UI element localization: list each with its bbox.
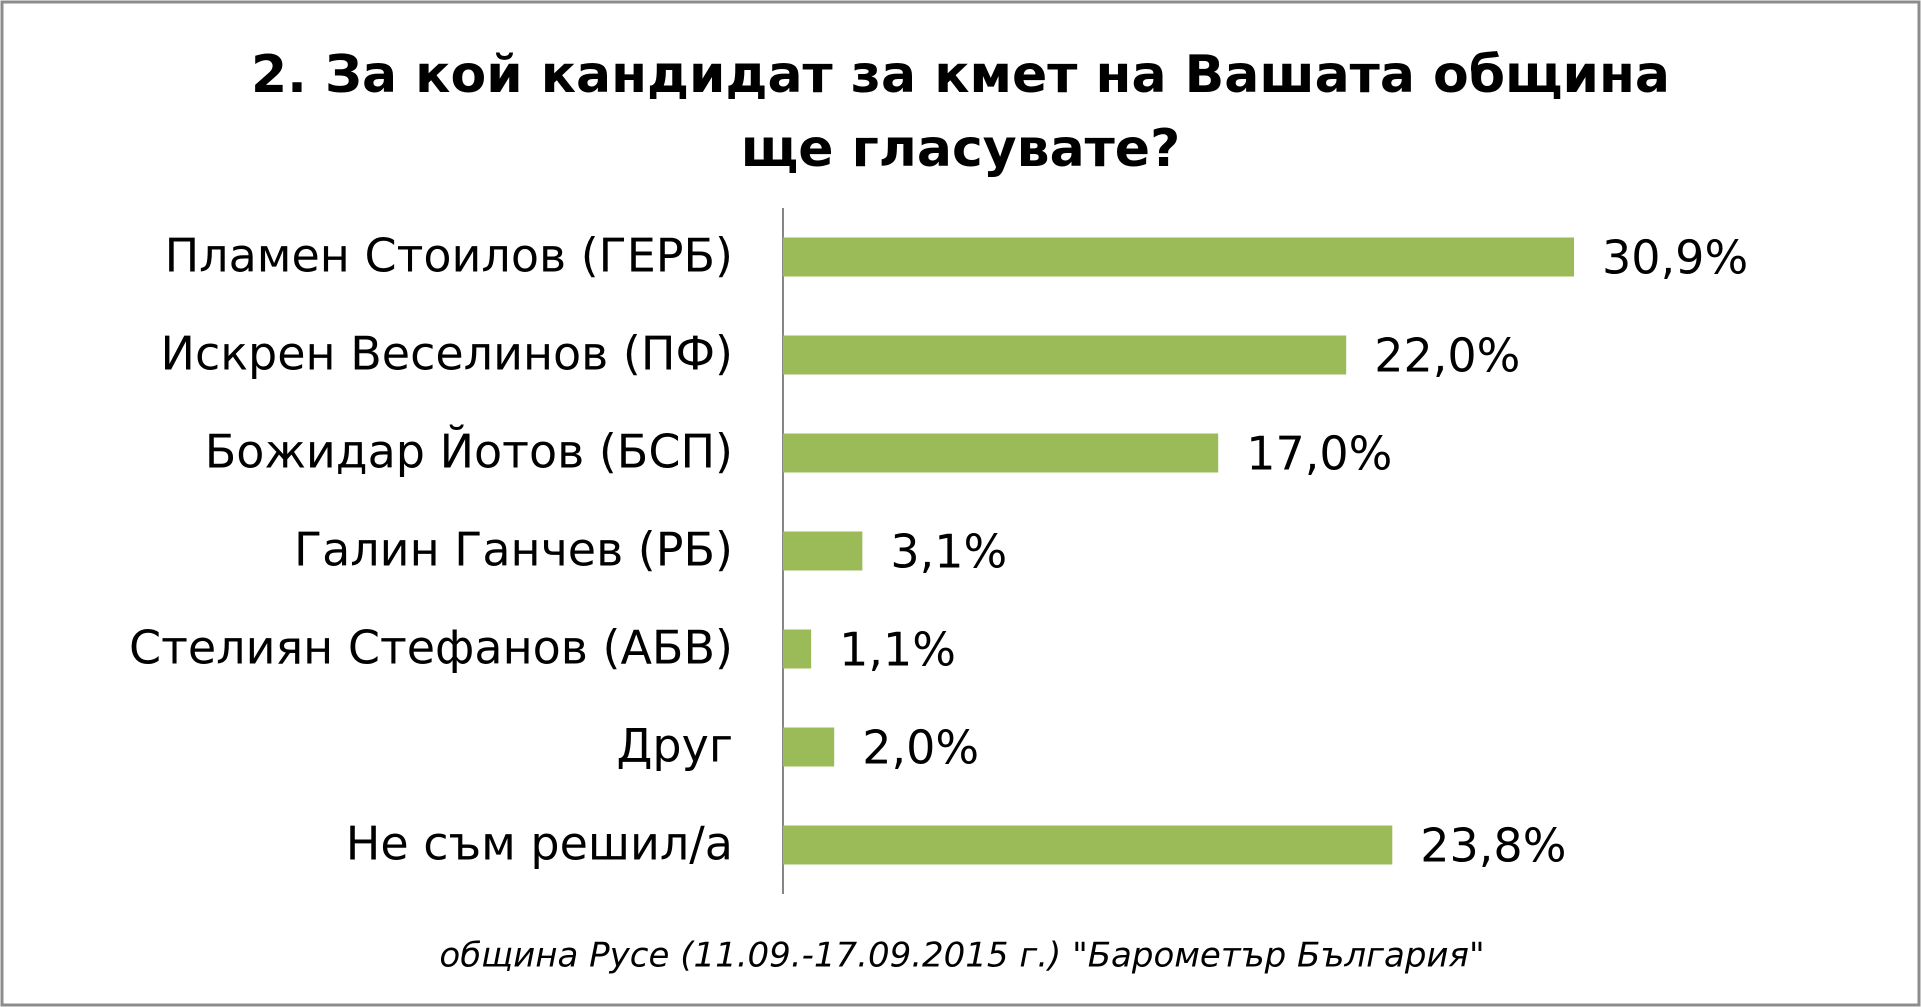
bar <box>783 237 1575 277</box>
bar <box>783 433 1219 473</box>
value-label: 3,1% <box>890 525 1007 579</box>
category-label: Божидар Йотов (БСП) <box>205 425 733 479</box>
value-label: 23,8% <box>1420 819 1566 873</box>
category-label: Стелиян Стефанов (АБВ) <box>129 621 733 675</box>
value-label: 17,0% <box>1246 427 1392 481</box>
value-label: 2,0% <box>862 721 979 775</box>
footnote: община Русе (11.09.-17.09.2015 г.) "Баро… <box>439 936 1484 976</box>
bar <box>783 629 812 669</box>
value-label: 22,0% <box>1374 329 1520 383</box>
category-label: Друг <box>616 719 733 773</box>
value-label: 30,9% <box>1602 231 1748 285</box>
category-label: Пламен Стоилов (ГЕРБ) <box>165 229 733 283</box>
bar <box>783 825 1393 865</box>
category-label: Не съм решил/а <box>346 817 733 871</box>
bar <box>783 335 1347 375</box>
bar <box>783 727 835 767</box>
category-label: Галин Ганчев (РБ) <box>294 523 733 577</box>
title-box: 2. За кой кандидат за кмет на Вашата общ… <box>0 38 1921 186</box>
bar <box>783 531 863 571</box>
category-label: Искрен Веселинов (ПФ) <box>161 327 733 381</box>
value-label: 1,1% <box>839 623 956 677</box>
chart-title: 2. За кой кандидат за кмет на Вашата общ… <box>251 45 1670 179</box>
